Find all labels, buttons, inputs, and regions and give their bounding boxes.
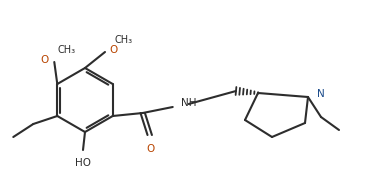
Text: HO: HO: [75, 158, 91, 168]
Text: N: N: [317, 89, 325, 99]
Text: CH₃: CH₃: [57, 45, 75, 55]
Text: NH: NH: [181, 98, 196, 108]
Text: CH₃: CH₃: [115, 35, 133, 45]
Text: O: O: [147, 144, 155, 154]
Text: O: O: [109, 45, 117, 55]
Text: O: O: [40, 55, 48, 65]
